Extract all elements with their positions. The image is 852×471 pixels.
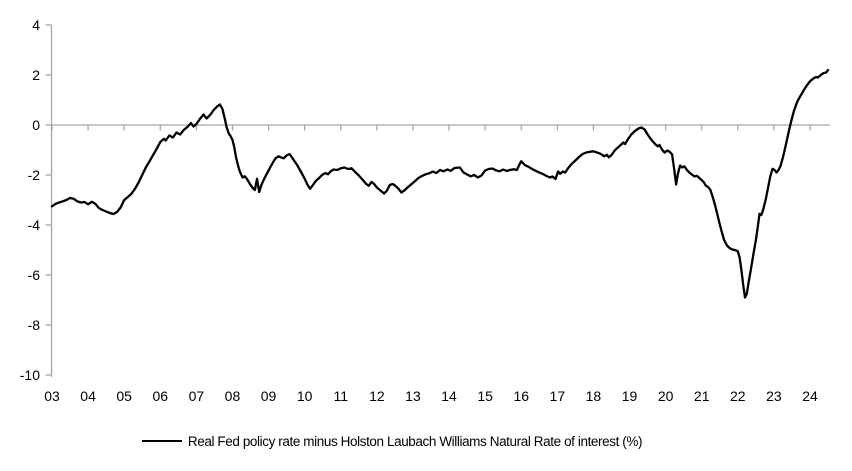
x-axis-tick-label: 15 [477,388,493,404]
x-axis-tick-label: 22 [730,388,746,404]
y-axis-tick-label: 4 [32,17,40,33]
y-axis-tick-label: -8 [28,317,41,333]
policy-rate-line [50,68,830,299]
x-axis-tick-label: 14 [441,388,457,404]
y-axis-tick-label: -6 [28,267,41,283]
x-axis-tick-label: 18 [586,388,602,404]
x-axis-tick-label: 06 [152,388,168,404]
legend-line-swatch [141,440,182,442]
x-axis-tick-label: 23 [766,388,782,404]
x-axis-tick-label: 17 [550,388,566,404]
y-axis-tick-label: 2 [32,67,40,83]
x-axis-tick-label: 03 [44,388,60,404]
y-axis-tick-label: 0 [32,117,40,133]
y-axis-tick-label: -2 [28,167,41,183]
x-axis-tick-label: 09 [261,388,277,404]
x-axis-tick-label: 20 [658,388,674,404]
x-axis-tick-label: 10 [297,388,313,404]
x-axis-tick-label: 19 [622,388,638,404]
y-axis-tick-label: -4 [28,217,41,233]
x-axis-tick-label: 13 [405,388,421,404]
x-axis-tick-label: 16 [513,388,529,404]
x-axis-tick-label: 08 [225,388,241,404]
x-axis-tick-label: 12 [369,388,385,404]
x-axis-tick-label: 21 [694,388,710,404]
y-axis-tick-label: -10 [20,367,40,383]
legend-label: Real Fed policy rate minus Holston Lauba… [187,433,643,449]
x-axis-tick-label: 11 [333,388,348,404]
legend: Real Fed policy rate minus Holston Lauba… [0,430,852,452]
x-axis-tick-label: 05 [116,388,132,404]
x-axis-tick-label: 07 [189,388,205,404]
x-axis-tick-label: 24 [802,388,818,404]
x-axis-tick-label: 04 [80,388,96,404]
